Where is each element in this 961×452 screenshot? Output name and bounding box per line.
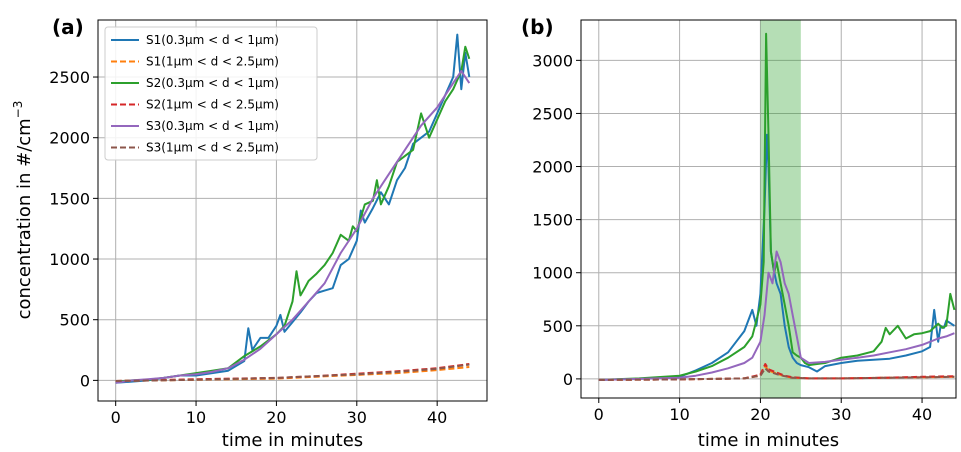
panel-a-series-line-5 [115, 70, 471, 384]
legend-box [104, 26, 318, 161]
panel-a-y-tick-label: 2500 [49, 68, 90, 87]
panel-b-y-tick-label: 2000 [532, 158, 573, 177]
panel-b-lines [598, 32, 956, 381]
panel-a-frame [97, 19, 488, 402]
panel-b: (b) 0 10 20 30 40 0 500 1000 1500 2000 2500 3000 t… [521, 15, 957, 451]
panel-b-x-ticks: 0 10 20 30 40 [594, 398, 932, 424]
panel-a-series-line-6 [115, 363, 470, 382]
legend-label-2: S1(1μm < d < 2.5μm) [146, 55, 279, 69]
panel-a-x-tick-label: 20 [266, 408, 286, 427]
panel-a-series-line-1 [115, 33, 471, 384]
panel-b-series-line-6 [598, 367, 955, 381]
panel-b-y-tick-label: 3000 [532, 51, 573, 70]
panel-a-lines [115, 33, 471, 384]
panel-b-frame [580, 19, 957, 399]
panel-b-x-tick-label: 40 [912, 405, 932, 424]
panel-a-x-axis-title: time in minutes [222, 430, 363, 451]
panel-a-y-tick-label: 1000 [49, 250, 90, 269]
panel-a-label: (a) [52, 15, 84, 39]
panel-b-y-tick-label: 1000 [532, 264, 573, 283]
panel-a-y-ticks: 0 500 1000 1500 2000 2500 [49, 68, 98, 390]
panel-b-y-ticks: 0 500 1000 1500 2000 2500 3000 [532, 51, 581, 389]
panel-b-y-tick-label: 0 [563, 370, 573, 389]
panel-a-y-tick-label: 2000 [49, 129, 90, 148]
panel-b-series-line-5 [598, 250, 955, 381]
panel-b-label: (b) [521, 15, 554, 39]
panel-b-series-line-1 [598, 133, 955, 381]
panel-b-y-tick-label: 500 [542, 317, 573, 336]
legend-label-1: S1(0.3μm < d < 1μm) [146, 33, 279, 47]
legend-label-4: S2(1μm < d < 2.5μm) [146, 98, 279, 112]
panel-a: (a) 0 10 20 30 40 0 500 1000 1500 2000 2500 time … [11, 15, 488, 451]
panel-b-x-axis-title: time in minutes [698, 430, 839, 451]
panel-a-y-axis-title-sup: −3 [11, 101, 25, 119]
panel-a-y-axis-title-main: concentration in #/cm [14, 118, 35, 319]
panel-a-y-tick-label: 500 [59, 311, 90, 330]
panel-a-x-tick-label: 0 [111, 408, 121, 427]
panel-a-x-ticks: 0 10 20 30 40 [111, 401, 447, 427]
panel-b-x-tick-label: 0 [594, 405, 604, 424]
panel-b-x-tick-label: 30 [831, 405, 851, 424]
panel-b-y-tick-label: 1500 [532, 211, 573, 230]
panel-b-x-tick-label: 20 [750, 405, 770, 424]
panel-a-y-axis-title: concentration in #/cm−3 [11, 101, 35, 320]
panel-a-y-tick-label: 0 [80, 371, 90, 390]
legend-label-3: S2(0.3μm < d < 1μm) [146, 76, 279, 90]
legend-label-5: S3(0.3μm < d < 1μm) [146, 119, 279, 133]
panel-a-x-tick-label: 30 [347, 408, 367, 427]
legend-label-6: S3(1μm < d < 2.5μm) [146, 141, 279, 155]
legend: S1(0.3μm < d < 1μm) S1(1μm < d < 2.5μm) S2… [104, 26, 318, 161]
panel-b-series-line-3 [598, 32, 956, 381]
panel-b-x-tick-label: 10 [669, 405, 689, 424]
panel-b-y-tick-label: 2500 [532, 104, 573, 123]
panel-a-x-tick-label: 10 [186, 408, 206, 427]
panel-a-x-tick-label: 40 [427, 408, 447, 427]
panel-a-y-tick-label: 1500 [49, 189, 90, 208]
